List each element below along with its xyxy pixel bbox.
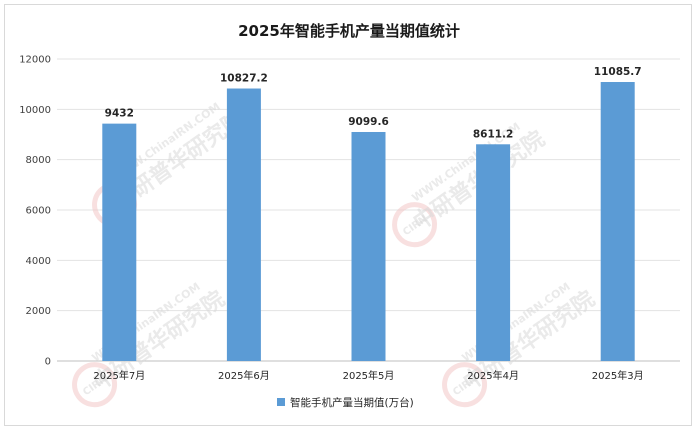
data-labels: 9432 10827.2 9099.6 8611.2 11085.7 bbox=[105, 66, 642, 140]
y-tick-label: 2000 bbox=[26, 306, 51, 317]
bar bbox=[600, 82, 635, 361]
data-label: 10827.2 bbox=[220, 73, 268, 85]
bar bbox=[476, 144, 511, 361]
y-tick-label: 12000 bbox=[19, 55, 51, 66]
bar bbox=[102, 123, 137, 362]
bar-chart: 2025年智能手机产量当期值统计 0 2000 4000 6000 8000 10000 1… bbox=[19, 22, 680, 409]
watermark-logo-ring bbox=[392, 202, 438, 248]
data-label: 9432 bbox=[105, 108, 134, 120]
legend-swatch bbox=[277, 398, 285, 406]
x-tick-label: 2025年4月 bbox=[467, 369, 519, 382]
y-tick-label: 10000 bbox=[19, 105, 51, 116]
x-tick-label: 2025年5月 bbox=[343, 369, 395, 382]
x-tick-label: 2025年6月 bbox=[218, 369, 270, 382]
data-label: 9099.6 bbox=[348, 116, 389, 128]
data-label: 11085.7 bbox=[594, 66, 642, 78]
y-tick-label: 6000 bbox=[26, 206, 51, 217]
x-axis-ticks: 2025年7月 2025年6月 2025年5月 2025年4月 2025年3月 bbox=[93, 369, 643, 382]
bar bbox=[351, 131, 386, 361]
chart-title: 2025年智能手机产量当期值统计 bbox=[238, 22, 460, 40]
bar bbox=[226, 88, 261, 361]
y-tick-label: 8000 bbox=[26, 155, 51, 166]
y-axis-ticks: 0 2000 4000 6000 8000 10000 12000 bbox=[19, 55, 51, 368]
chart-frame: 2025年智能手机产量当期值统计 0 2000 4000 6000 8000 10000 1… bbox=[4, 4, 692, 426]
x-tick-label: 2025年7月 bbox=[93, 369, 145, 382]
watermark-logo-ring bbox=[442, 362, 488, 408]
data-label: 8611.2 bbox=[473, 128, 514, 140]
x-tick-label: 2025年3月 bbox=[592, 369, 644, 382]
y-tick-label: 4000 bbox=[26, 256, 51, 267]
y-tick-label: 0 bbox=[45, 357, 51, 368]
legend-label: 智能手机产量当期值(万台) bbox=[290, 396, 414, 409]
watermark-logo-ring bbox=[72, 362, 118, 408]
legend: 智能手机产量当期值(万台) bbox=[277, 396, 414, 409]
bars bbox=[102, 82, 635, 362]
